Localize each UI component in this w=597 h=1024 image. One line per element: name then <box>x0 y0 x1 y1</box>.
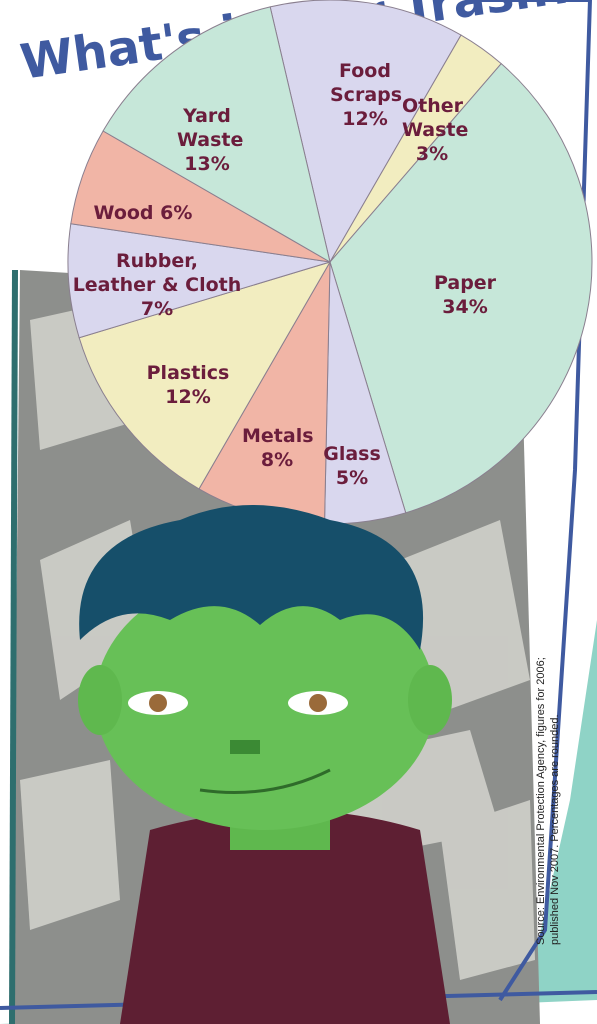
frame <box>470 0 593 1002</box>
category-label: Glass <box>323 443 381 465</box>
value-label: 5% <box>335 467 369 489</box>
category-label: Metals <box>242 425 314 447</box>
category-label: Yard Waste <box>177 105 244 151</box>
photo-edge <box>9 269 18 1024</box>
pie-slice <box>78 261 332 490</box>
value-label: 3% <box>415 143 449 165</box>
value-label: 13% <box>184 153 230 175</box>
value-label: 12% <box>342 108 388 130</box>
category-label: Plastics <box>146 362 230 384</box>
category-label: Paper <box>433 272 497 294</box>
pie-slice <box>329 62 593 514</box>
slice-label: Rubber, Leather & Cloth 7% <box>72 249 242 321</box>
category-label: Other Waste <box>402 95 469 141</box>
value-label: 6% <box>160 202 193 224</box>
slice-label: Paper 34% <box>430 271 500 319</box>
value-label: 7% <box>140 298 174 320</box>
slice-label: Food Scraps 12% <box>330 59 403 131</box>
source-note: Source: Environmental Protection Agency,… <box>535 657 561 945</box>
value-label: 12% <box>165 386 211 408</box>
boy <box>78 505 452 1024</box>
value-label: 8% <box>260 449 294 471</box>
pie-slice <box>67 223 331 339</box>
slice-label: Wood 6% <box>68 201 218 225</box>
pie-slice <box>102 6 331 264</box>
category-label: Food Scraps <box>330 60 403 106</box>
category-label: Wood <box>93 202 154 224</box>
slice-label: Metals 8% <box>242 424 314 472</box>
pie-slice <box>269 0 462 264</box>
value-label: 34% <box>442 296 488 318</box>
slice-label: Glass 5% <box>322 442 382 490</box>
slice-label: Yard Waste 13% <box>177 104 243 176</box>
category-label: Rubber, Leather & Cloth <box>72 250 242 296</box>
slice-label: Plastics 12% <box>143 361 233 409</box>
slice-label: Other Waste 3% <box>402 94 468 166</box>
